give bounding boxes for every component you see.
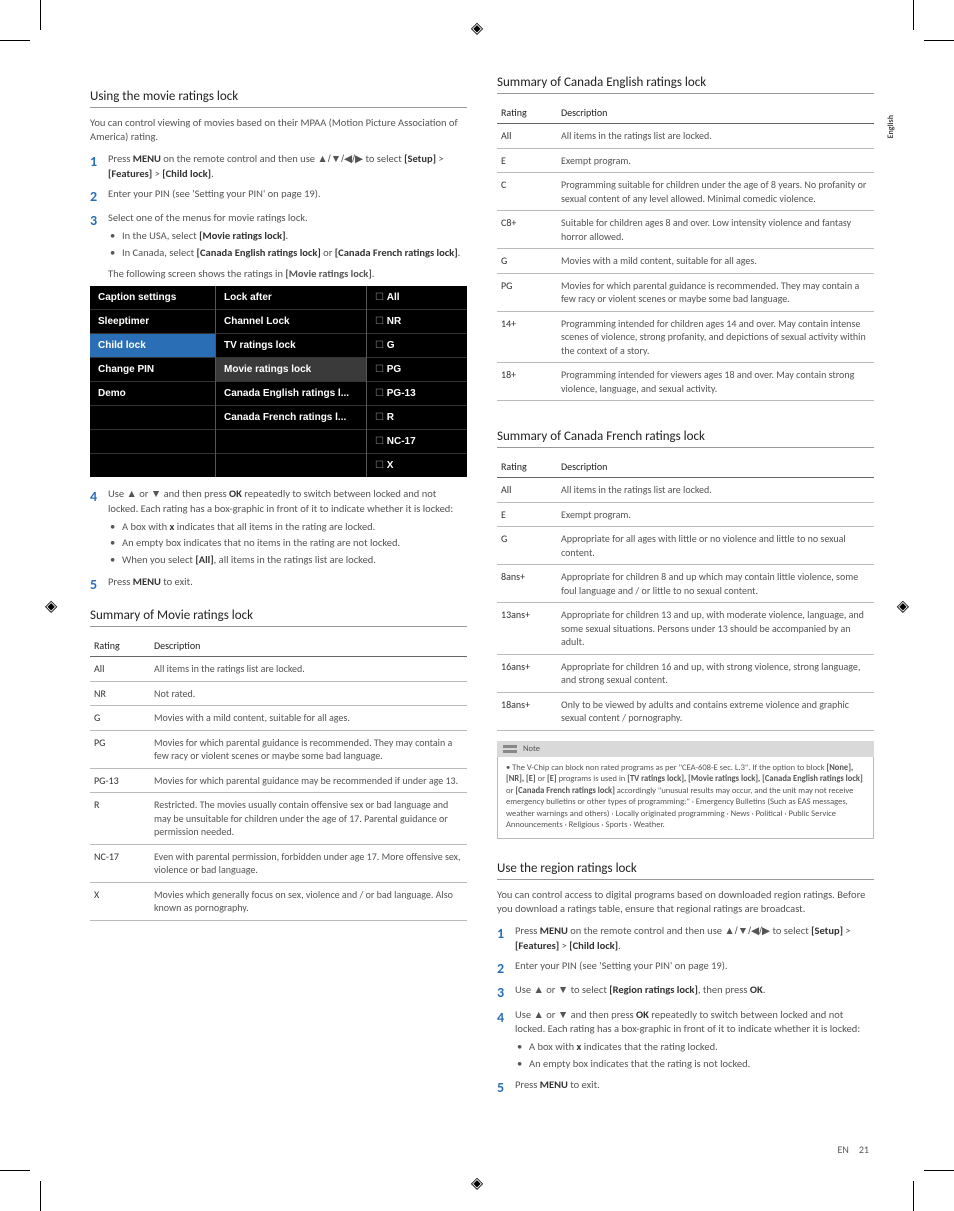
step-number: 1 (90, 152, 108, 181)
canada-french-table: RatingDescription AllAll items in the ra… (497, 456, 874, 731)
menu-item: X (367, 453, 467, 477)
step-text: Press MENU on the remote control and the… (108, 152, 467, 181)
step-number: 2 (497, 959, 515, 979)
step-text: Use ▲ or ▼ to select [Region ratings loc… (515, 983, 874, 1003)
table-row: 18ans+Only to be viewed by adults and co… (497, 692, 874, 730)
section-heading: Summary of Canada French ratings lock (497, 429, 874, 448)
menu-item: R (367, 405, 467, 429)
crop-mark (913, 0, 914, 30)
crop-mark (0, 40, 30, 41)
step-number: 5 (90, 575, 108, 595)
registration-mark: ◈ (897, 596, 909, 616)
table-row: GAppropriate for all ages with little or… (497, 527, 874, 565)
menu-item: All (367, 286, 467, 309)
menu-item: PG (367, 357, 467, 381)
menu-item: Canada French ratings l... (216, 405, 366, 429)
crop-mark (924, 40, 954, 41)
canada-english-table: RatingDescription AllAll items in the ra… (497, 102, 874, 401)
table-row: 8ans+Appropriate for children 8 and up w… (497, 565, 874, 603)
note-label: Note (523, 744, 540, 754)
table-row: GMovies with a mild content, suitable fo… (90, 706, 467, 731)
step-number: 2 (90, 187, 108, 207)
menu-item: Demo (90, 381, 215, 405)
table-row: XMovies which generally focus on sex, vi… (90, 882, 467, 920)
table-row: C8+Suitable for children ages 8 and over… (497, 211, 874, 249)
table-row: NC-17Even with parental permission, forb… (90, 844, 467, 882)
crop-mark (0, 1170, 30, 1171)
intro-text: You can control access to digital progra… (497, 888, 874, 916)
step-number: 4 (497, 1008, 515, 1074)
step-text: Use ▲ or ▼ and then press OK repeatedly … (515, 1008, 874, 1074)
table-row: NRNot rated. (90, 681, 467, 706)
step-text: Select one of the menus for movie rating… (108, 211, 467, 262)
section-heading: Using the movie ratings lock (90, 89, 467, 108)
menu-item: Channel Lock (216, 309, 366, 333)
menu-item: Canada English ratings l... (216, 381, 366, 405)
menu-item: Sleeptimer (90, 309, 215, 333)
registration-mark: ◈ (471, 18, 483, 38)
right-column: Summary of Canada English ratings lock R… (497, 75, 874, 1103)
movie-ratings-table: RatingDescription AllAll items in the ra… (90, 635, 467, 921)
menu-item: Lock after (216, 286, 366, 309)
caption-text: The following screen shows the ratings i… (108, 267, 467, 280)
section-heading: Summary of Canada English ratings lock (497, 75, 874, 94)
step-text: Press MENU to exit. (108, 575, 467, 595)
menu-item: Caption settings (90, 286, 215, 309)
section-heading: Use the region ratings lock (497, 861, 874, 880)
menu-item: PG-13 (367, 381, 467, 405)
note-body: • The V-Chip can block non rated program… (497, 757, 874, 839)
table-row: AllAll items in the ratings list are loc… (497, 478, 874, 503)
page-footer: EN21 (838, 1143, 869, 1156)
step-number: 3 (497, 983, 515, 1003)
table-row: EExempt program. (497, 148, 874, 173)
step-number: 4 (90, 487, 108, 569)
table-row: PGMovies for which parental guidance is … (497, 273, 874, 311)
left-column: Using the movie ratings lock You can con… (90, 75, 467, 1103)
step-text: Enter your PIN (see 'Setting your PIN' o… (108, 187, 467, 207)
menu-screenshot: Caption settings Sleeptimer Child lock C… (90, 286, 467, 477)
language-tab: English (886, 115, 896, 138)
table-row: PG-13Movies for which parental guidance … (90, 768, 467, 793)
menu-item: NR (367, 309, 467, 333)
crop-mark (40, 1181, 41, 1211)
step-text: Enter your PIN (see 'Setting your PIN' o… (515, 959, 874, 979)
step-text: Press MENU on the remote control and the… (515, 924, 874, 953)
table-row: 18+Programming intended for viewers ages… (497, 363, 874, 401)
menu-item: Child lock (90, 333, 215, 357)
note-icon (503, 744, 517, 755)
table-row: 13ans+Appropriate for children 13 and up… (497, 603, 874, 655)
crop-mark (40, 0, 41, 30)
menu-item: NC-17 (367, 429, 467, 453)
step-number: 3 (90, 211, 108, 262)
crop-mark (924, 1170, 954, 1171)
crop-mark (913, 1181, 914, 1211)
table-row: AllAll items in the ratings list are loc… (497, 124, 874, 149)
section-heading: Summary of Movie ratings lock (90, 608, 467, 627)
table-row: CProgramming suitable for children under… (497, 173, 874, 211)
table-row: GMovies with a mild content, suitable fo… (497, 249, 874, 274)
table-row: 16ans+Appropriate for children 16 and up… (497, 654, 874, 692)
registration-mark: ◈ (471, 1173, 483, 1193)
step-number: 5 (497, 1078, 515, 1098)
table-row: AllAll items in the ratings list are loc… (90, 657, 467, 682)
step-text: Press MENU to exit. (515, 1078, 874, 1098)
menu-item: G (367, 333, 467, 357)
registration-mark: ◈ (45, 596, 57, 616)
step-number: 1 (497, 924, 515, 953)
table-row: PGMovies for which parental guidance is … (90, 730, 467, 768)
table-row: EExempt program. (497, 502, 874, 527)
intro-text: You can control viewing of movies based … (90, 116, 467, 144)
menu-item: Change PIN (90, 357, 215, 381)
table-row: RRestricted. The movies usually contain … (90, 793, 467, 845)
step-text: Use ▲ or ▼ and then press OK repeatedly … (108, 487, 467, 569)
menu-item: Movie ratings lock (216, 357, 366, 381)
table-row: 14+Programming intended for children age… (497, 311, 874, 363)
menu-item: TV ratings lock (216, 333, 366, 357)
note-box: Note • The V-Chip can block non rated pr… (497, 741, 874, 839)
